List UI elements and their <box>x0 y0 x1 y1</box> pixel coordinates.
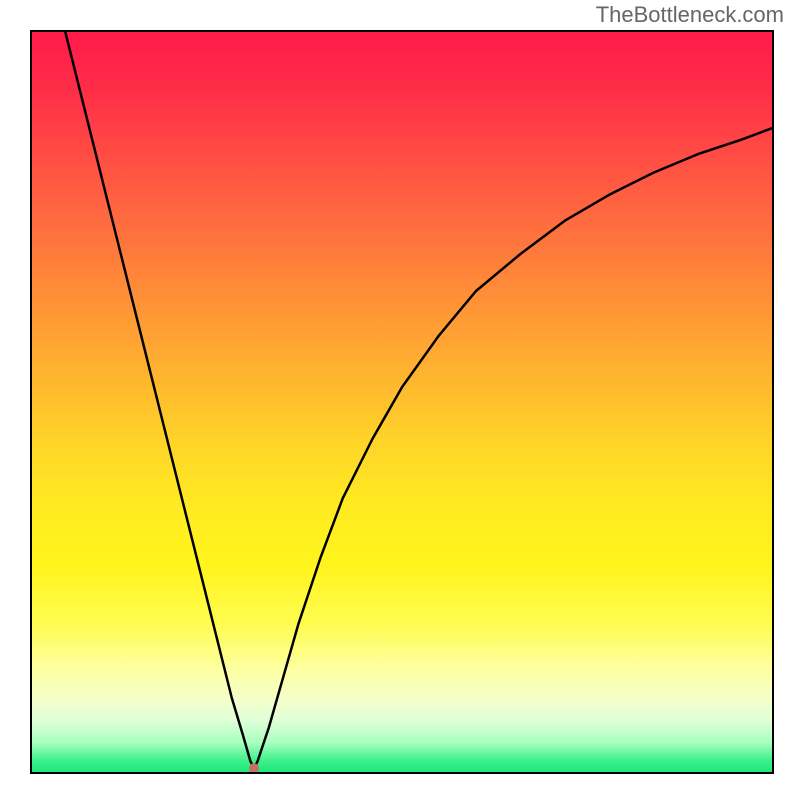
watermark-text: TheBottleneck.com <box>596 2 784 28</box>
chart-container: TheBottleneck.com <box>0 0 800 800</box>
minimum-marker <box>249 763 259 772</box>
chart-area <box>30 30 774 774</box>
bottleneck-curve <box>32 32 772 772</box>
